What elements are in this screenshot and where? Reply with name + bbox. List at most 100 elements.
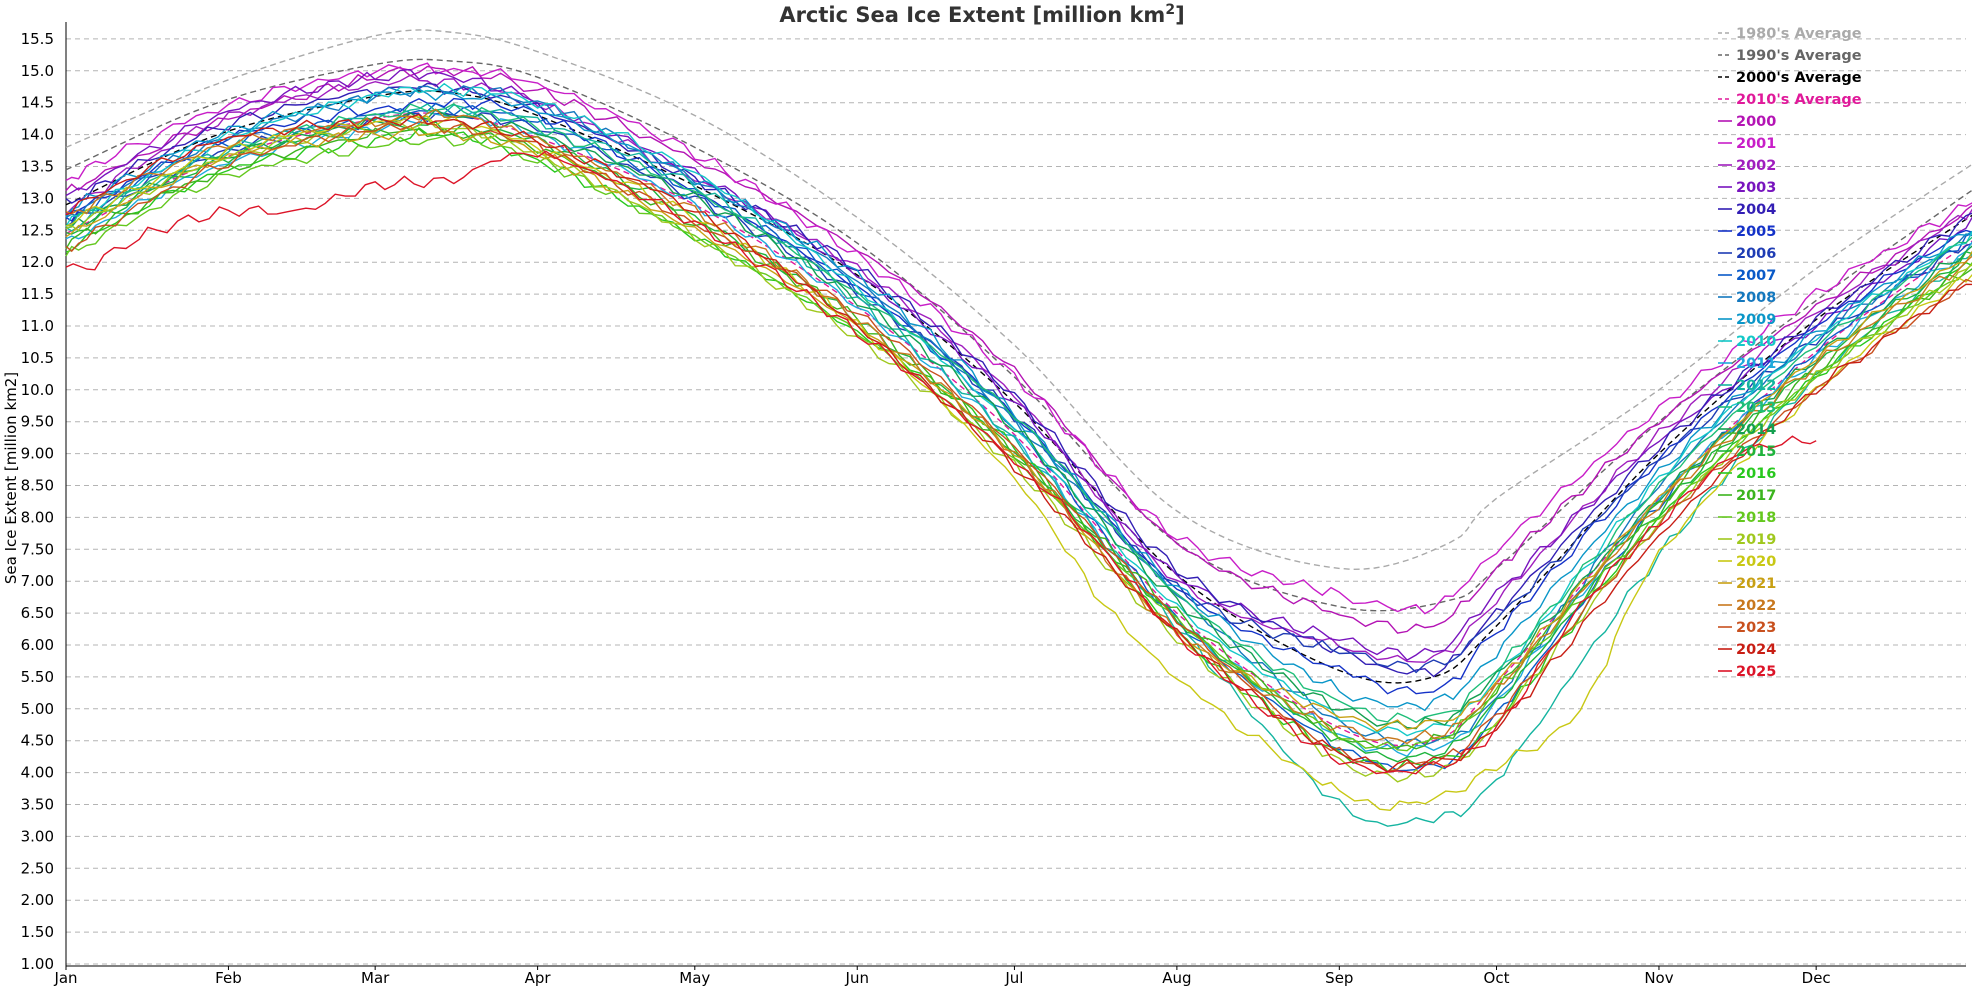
legend-label: 2017 (1736, 488, 1776, 504)
legend-label: 2000's Average (1736, 70, 1862, 86)
legend-label: 2016 (1736, 466, 1776, 482)
legend-label: 2018 (1736, 510, 1776, 526)
y-tick-label: 1.00 (21, 955, 54, 973)
series-line-2001 (65, 62, 1972, 615)
y-tick-label: 10.0 (21, 381, 54, 399)
series-line-2003 (65, 68, 1972, 661)
y-axis-label: Sea Ice Extent [million km2] (2, 372, 20, 584)
series-line-2010-s-average (65, 112, 1972, 747)
legend-label: 2023 (1736, 620, 1776, 636)
y-tick-label: 6.50 (21, 604, 54, 622)
x-tick-label: Aug (1162, 969, 1191, 986)
series-line-2012 (65, 103, 1972, 827)
y-tick-label: 14.0 (21, 126, 54, 144)
x-tick-label: Oct (1484, 969, 1510, 986)
legend-label: 2002 (1736, 158, 1776, 174)
y-tick-label: 6.00 (21, 636, 54, 654)
y-tick-label: 15.5 (21, 30, 54, 48)
y-tick-label: 15.0 (21, 62, 54, 80)
legend-label: 1980's Average (1736, 26, 1862, 42)
y-tick-label: 2.00 (21, 891, 54, 909)
y-tick-label: 12.5 (21, 221, 54, 239)
series-line-1990-s-average (65, 58, 1972, 612)
grid-layer (66, 38, 1966, 965)
legend-label: 2000 (1736, 114, 1776, 130)
y-tick-label: 11.0 (21, 317, 54, 335)
y-tick-label: 8.50 (21, 477, 54, 495)
series-line-2016 (65, 127, 1972, 773)
x-tick-label: Dec (1802, 969, 1831, 986)
legend-label: 2010's Average (1736, 92, 1862, 108)
y-tick-label: 10.5 (21, 349, 54, 367)
series-line-2013 (65, 102, 1972, 724)
legend-label: 2022 (1736, 598, 1776, 614)
x-tick-label: Jan (53, 969, 77, 986)
y-tick-label: 5.50 (21, 668, 54, 686)
y-tick-label: 11.5 (21, 285, 54, 303)
y-tick-label: 7.50 (21, 540, 54, 558)
legend-label: 2013 (1736, 400, 1776, 416)
series-line-2000-s-average (65, 90, 1972, 684)
chart-title-main: Arctic Sea Ice Extent [million km (779, 3, 1165, 27)
legend-label: 2008 (1736, 290, 1776, 306)
legend-label: 2004 (1736, 202, 1776, 218)
x-tick-label: Feb (215, 969, 242, 986)
series-line-2025 (65, 150, 1817, 775)
x-tick-label: Jun (845, 969, 869, 986)
y-tick-label: 13.0 (21, 189, 54, 207)
y-tick-label: 12.0 (21, 253, 54, 271)
y-tick-label: 1.50 (21, 923, 54, 941)
legend-label: 2003 (1736, 180, 1776, 196)
legend-label: 2011 (1736, 356, 1776, 372)
legend-label: 2015 (1736, 444, 1776, 460)
legend-label: 2019 (1736, 532, 1776, 548)
y-tick-label: 2.50 (21, 859, 54, 877)
chart-title-end: ] (1175, 3, 1185, 27)
legend-label: 2025 (1736, 664, 1776, 680)
y-tick-label: 9.50 (21, 413, 54, 431)
y-tick-label: 5.00 (21, 700, 54, 718)
y-tick-label: 4.00 (21, 764, 54, 782)
series-line-2000 (65, 65, 1972, 634)
y-tick-label: 3.00 (21, 827, 54, 845)
x-tick-label: Jul (1004, 969, 1023, 986)
series-line-2017 (65, 127, 1972, 750)
series-line-2006 (65, 112, 1972, 674)
y-tick-label: 7.00 (21, 572, 54, 590)
legend: 1980's Average 1990's Average 2000's Avera… (1718, 26, 1862, 680)
legend-label: 2010 (1736, 334, 1776, 350)
legend-label: 2007 (1736, 268, 1776, 284)
x-tick-label: Mar (361, 969, 390, 986)
series-line-2009 (65, 88, 1972, 712)
y-tick-label: 13.5 (21, 158, 54, 176)
x-tick-label: Sep (1325, 969, 1353, 986)
y-tick-label: 9.00 (21, 445, 54, 463)
series-line-2024 (65, 113, 1972, 773)
legend-label: 2020 (1736, 554, 1776, 570)
legend-label: 2024 (1736, 642, 1776, 658)
series-line-2008 (65, 85, 1972, 750)
series-line-2002 (65, 74, 1972, 663)
x-tick-label: Nov (1644, 969, 1673, 986)
series-line-2005 (65, 97, 1972, 695)
series-line-2018 (65, 135, 1972, 752)
legend-label: 2006 (1736, 246, 1776, 262)
y-tick-label: 4.50 (21, 732, 54, 750)
legend-label: 2012 (1736, 378, 1776, 394)
chart-title-superscript: 2 (1165, 2, 1175, 18)
x-tick-label: Apr (525, 969, 552, 986)
legend-label: 2014 (1736, 422, 1776, 438)
series-layer (65, 29, 1972, 827)
legend-label: 2005 (1736, 224, 1776, 240)
series-line-2011 (65, 111, 1972, 758)
y-tick-label: 3.50 (21, 796, 54, 814)
legend-label: 2009 (1736, 312, 1776, 328)
y-tick-label: 14.5 (21, 94, 54, 112)
legend-label: 2001 (1736, 136, 1776, 152)
series-line-2010 (65, 82, 1972, 737)
series-line-2004 (65, 82, 1972, 678)
series-line-1980-s-average (65, 29, 1972, 571)
legend-label: 1990's Average (1736, 48, 1862, 64)
